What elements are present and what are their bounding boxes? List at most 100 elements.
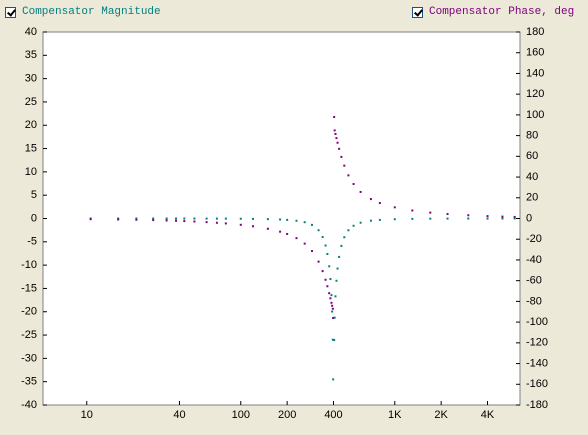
data-point	[411, 209, 414, 212]
y2-tick-label: -80	[526, 295, 542, 307]
data-point	[333, 115, 336, 118]
data-point	[332, 316, 335, 319]
data-point	[326, 252, 329, 255]
data-point	[501, 215, 504, 218]
data-point	[335, 279, 338, 282]
x-tick-label: 100	[232, 409, 250, 421]
x-tick-label: 40	[173, 409, 185, 421]
x-tick-label: 4K	[481, 409, 495, 421]
checkbox[interactable]	[412, 6, 423, 18]
data-point	[324, 278, 327, 281]
y-tick-label: -5	[27, 236, 37, 248]
data-point	[324, 244, 327, 247]
data-point	[266, 218, 269, 221]
data-point	[347, 229, 350, 232]
legend-item[interactable]: Compensator Magnitude	[5, 6, 161, 18]
y-tick-label: 30	[25, 73, 37, 85]
y2-tick-label: 100	[526, 109, 544, 121]
data-point	[215, 221, 218, 224]
y-tick-label: 0	[31, 212, 37, 224]
y-tick-label: 35	[25, 49, 37, 61]
data-point	[295, 237, 298, 240]
data-point	[251, 225, 254, 228]
x-tick-label: 2K	[434, 409, 448, 421]
data-point	[193, 220, 196, 223]
data-point	[303, 242, 306, 245]
y2-tick-label: -180	[526, 399, 548, 411]
data-point	[338, 255, 341, 258]
data-point	[295, 219, 298, 222]
data-point	[352, 224, 355, 227]
y-tick-label: 5	[31, 189, 37, 201]
y2-tick-label: -100	[526, 316, 548, 328]
data-point	[310, 250, 313, 253]
data-point	[340, 155, 343, 158]
data-point	[328, 265, 331, 268]
data-point	[378, 202, 381, 205]
legend-label: Compensator Magnitude	[22, 6, 161, 18]
legend-label: Compensator Phase, deg	[429, 6, 575, 18]
data-point	[165, 219, 168, 222]
data-point	[329, 297, 332, 300]
y-tick-label: -35	[21, 376, 37, 388]
y-tick-label: -30	[21, 352, 37, 364]
data-point	[321, 270, 324, 273]
data-point	[193, 217, 196, 220]
plot-area	[42, 31, 521, 406]
y2-tick-label: -140	[526, 357, 548, 369]
checkbox[interactable]	[5, 6, 16, 18]
data-point	[340, 244, 343, 247]
data-point	[378, 218, 381, 221]
y-tick-label: -40	[21, 399, 37, 411]
data-point	[501, 217, 504, 220]
data-point	[135, 218, 138, 221]
data-point	[205, 217, 208, 220]
data-point	[266, 227, 269, 230]
y2-tick-label: -120	[526, 337, 548, 349]
data-point	[330, 301, 333, 304]
data-point	[317, 229, 320, 232]
data-point	[286, 218, 289, 221]
data-point	[347, 174, 350, 177]
data-point	[331, 307, 334, 310]
data-point	[334, 132, 337, 135]
y-tick-label: -25	[21, 329, 37, 341]
data-point	[251, 217, 254, 220]
data-point	[429, 211, 432, 214]
data-point	[279, 218, 282, 221]
data-point	[89, 218, 92, 221]
data-point	[331, 310, 334, 313]
data-point	[334, 295, 337, 298]
data-point	[310, 223, 313, 226]
y2-tick-label: 80	[526, 130, 538, 142]
data-point	[369, 198, 372, 201]
data-point	[359, 190, 362, 193]
y-tick-label: -20	[21, 306, 37, 318]
data-point	[343, 236, 346, 239]
data-point	[333, 339, 336, 342]
y2-tick-label: -160	[526, 378, 548, 390]
y2-tick-label: 160	[526, 47, 544, 59]
data-point	[338, 147, 341, 150]
data-point	[215, 217, 218, 220]
data-point	[332, 378, 335, 381]
data-point	[224, 217, 227, 220]
data-point	[135, 217, 138, 220]
data-point	[513, 217, 516, 220]
data-point	[303, 221, 306, 224]
data-point	[328, 292, 331, 295]
y2-tick-label: 40	[526, 171, 538, 183]
data-point	[331, 338, 334, 341]
data-point	[175, 219, 178, 222]
data-point	[411, 217, 414, 220]
data-point	[486, 217, 489, 220]
y-tick-label: -10	[21, 259, 37, 271]
data-point	[279, 230, 282, 233]
legend-item[interactable]: Compensator Phase, deg	[412, 6, 574, 18]
data-point	[336, 141, 339, 144]
y2-tick-label: 140	[526, 67, 544, 79]
data-point	[352, 183, 355, 186]
y2-tick-label: 60	[526, 150, 538, 162]
x-tick-label: 1K	[388, 409, 402, 421]
